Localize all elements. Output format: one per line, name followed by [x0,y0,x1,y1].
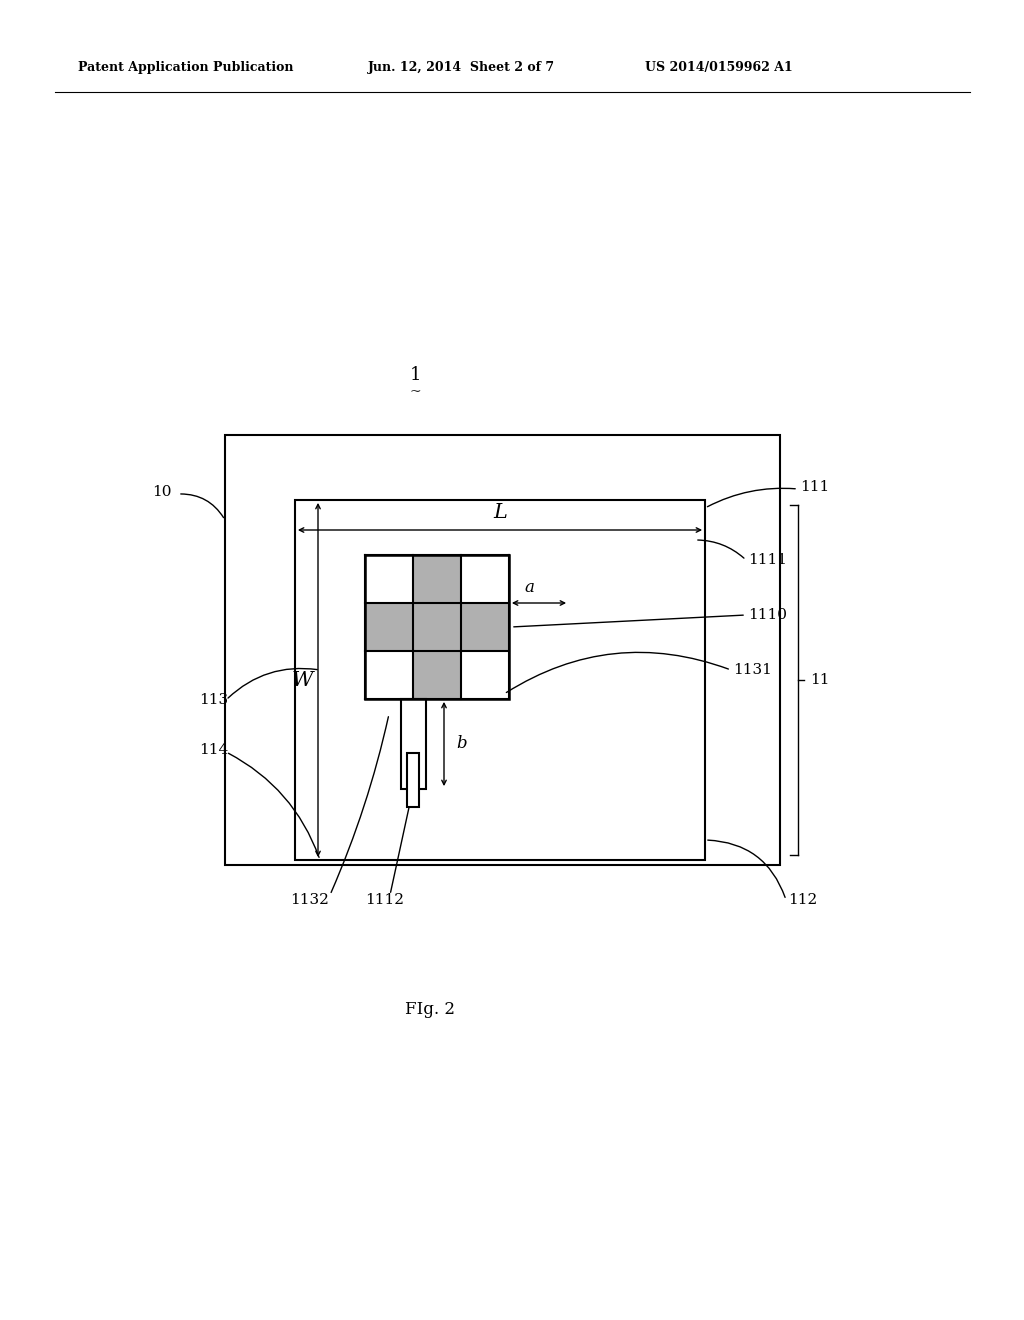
Text: 1111: 1111 [748,553,787,568]
Text: 113: 113 [199,693,228,708]
Bar [295,500,705,861]
Bar [225,436,780,865]
Bar [401,700,426,789]
Text: b: b [457,735,467,752]
Text: 1: 1 [410,366,421,384]
Text: W: W [291,671,312,689]
Text: a: a [524,578,534,595]
Bar [413,554,461,700]
Text: L: L [494,503,507,521]
Bar [407,752,419,807]
Text: Patent Application Publication: Patent Application Publication [78,62,294,74]
Text: ~: ~ [410,385,421,399]
Text: 112: 112 [788,894,817,907]
Text: 1132: 1132 [291,894,330,907]
Text: 1131: 1131 [733,663,772,677]
Bar [365,603,509,651]
Text: 10: 10 [153,484,172,499]
Text: US 2014/0159962 A1: US 2014/0159962 A1 [645,62,793,74]
Text: 1112: 1112 [366,894,404,907]
Text: Jun. 12, 2014  Sheet 2 of 7: Jun. 12, 2014 Sheet 2 of 7 [368,62,555,74]
Bar [365,554,509,700]
Text: 114: 114 [199,743,228,756]
Text: 1110: 1110 [748,609,787,622]
Text: FIg. 2: FIg. 2 [406,1002,455,1019]
Text: 11: 11 [810,673,829,686]
Text: 111: 111 [800,480,829,494]
